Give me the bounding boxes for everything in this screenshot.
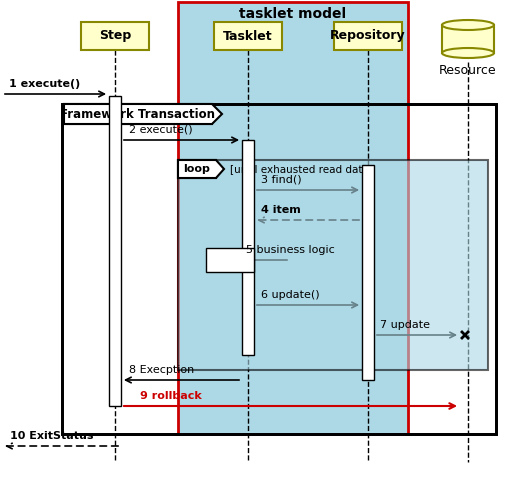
- Text: 3 find(): 3 find(): [262, 175, 302, 185]
- Text: Tasklet: Tasklet: [223, 30, 273, 42]
- Ellipse shape: [442, 20, 494, 30]
- Text: 2 execute(): 2 execute(): [129, 125, 193, 135]
- Bar: [334, 22, 402, 50]
- Bar: [206, 248, 254, 272]
- Bar: [62, 104, 496, 434]
- Text: 7 update: 7 update: [380, 320, 430, 330]
- Bar: [178, 2, 408, 434]
- Ellipse shape: [442, 48, 494, 58]
- Text: tasklet model: tasklet model: [239, 7, 347, 21]
- Text: Resource: Resource: [439, 64, 497, 77]
- Text: 1 execute(): 1 execute(): [9, 79, 80, 89]
- Bar: [362, 165, 374, 380]
- Text: 4 item: 4 item: [262, 205, 301, 215]
- Bar: [178, 160, 488, 370]
- Bar: [442, 25, 494, 53]
- Text: Framework Transaction: Framework Transaction: [61, 107, 215, 121]
- Bar: [81, 22, 149, 50]
- Text: 6 update(): 6 update(): [262, 290, 320, 300]
- Text: Repository: Repository: [330, 30, 406, 42]
- Text: 9 rollback: 9 rollback: [140, 391, 202, 401]
- Polygon shape: [64, 104, 222, 124]
- Bar: [214, 22, 282, 50]
- Bar: [242, 140, 254, 355]
- Bar: [178, 160, 216, 178]
- Polygon shape: [178, 160, 224, 178]
- Bar: [62, 104, 496, 434]
- Text: 8 Execption: 8 Execption: [129, 365, 194, 375]
- Text: Step: Step: [99, 30, 131, 42]
- Bar: [109, 96, 121, 406]
- Text: [until exhausted read data]: [until exhausted read data]: [230, 164, 373, 174]
- Bar: [64, 104, 212, 124]
- Text: 10 ExitStatus: 10 ExitStatus: [10, 431, 94, 441]
- Text: 5 business logic: 5 business logic: [246, 245, 335, 255]
- Text: loop: loop: [184, 164, 210, 174]
